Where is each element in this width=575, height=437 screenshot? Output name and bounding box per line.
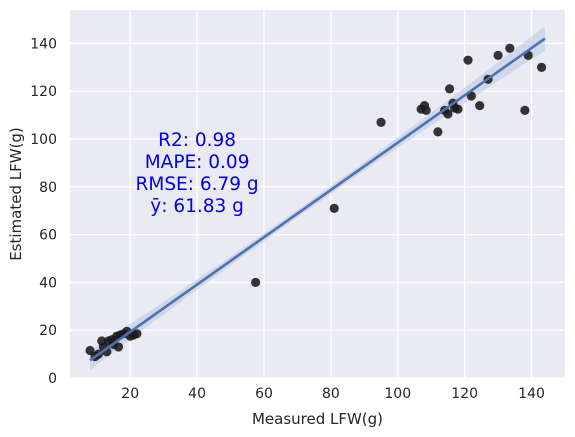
x-axis-label: Measured LFW(g) <box>252 410 383 428</box>
data-point <box>421 105 431 115</box>
x-tick-label: 40 <box>188 386 206 402</box>
x-tick-label: 100 <box>384 386 411 402</box>
annotation-mape: MAPE: 0.09 <box>145 152 250 173</box>
data-point <box>329 203 339 213</box>
tick-labels: 20 40 60 80 100 120 140 0 20 40 60 80 100 120 140 <box>30 36 545 402</box>
data-point <box>463 55 473 65</box>
grid-lines <box>70 10 565 379</box>
data-point <box>433 127 443 137</box>
metrics-annotation: R2: 0.98 MAPE: 0.09 RMSE: 6.79 g ȳ: 61.8… <box>136 130 259 217</box>
data-point <box>443 109 453 119</box>
x-tick-label: 140 <box>518 386 545 402</box>
data-point <box>376 117 386 127</box>
data-point <box>453 104 463 114</box>
x-tick-label: 80 <box>322 386 340 402</box>
data-point <box>520 105 530 115</box>
y-tick-label: 80 <box>39 180 57 196</box>
data-point <box>445 84 455 94</box>
y-tick-label: 20 <box>39 323 57 339</box>
data-point <box>536 62 547 72</box>
data-point <box>505 43 515 53</box>
annotation-r2: R2: 0.98 <box>158 130 236 151</box>
data-point <box>113 342 124 352</box>
x-tick-label: 120 <box>451 386 478 402</box>
y-tick-label: 60 <box>39 228 57 244</box>
y-tick-label: 40 <box>39 275 57 291</box>
annotation-mean: ȳ: 61.83 g <box>150 196 244 217</box>
data-point <box>475 100 485 111</box>
data-point <box>251 277 261 288</box>
y-axis-label: Estimated LFW(g) <box>7 127 25 261</box>
x-tick-label: 60 <box>255 386 273 402</box>
regression-line <box>89 37 546 362</box>
data-point <box>493 50 503 61</box>
y-tick-label: 140 <box>30 36 57 52</box>
y-tick-label: 0 <box>48 371 57 387</box>
y-tick-label: 120 <box>30 84 57 100</box>
y-tick-label: 100 <box>30 132 57 148</box>
x-tick-label: 20 <box>121 386 139 402</box>
data-point <box>132 329 142 339</box>
annotation-rmse: RMSE: 6.79 g <box>136 174 259 195</box>
